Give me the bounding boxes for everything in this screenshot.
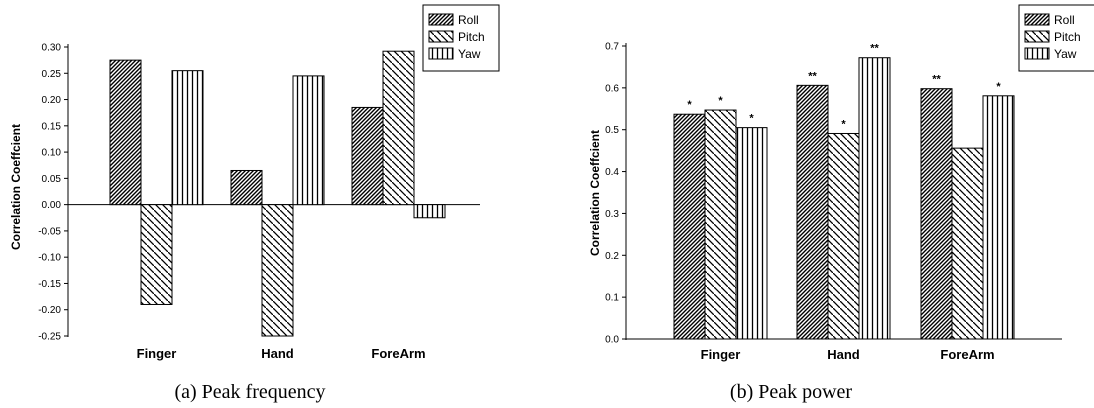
caption-peak-power: (b) Peak power: [730, 381, 853, 403]
category-label-hand: Hand: [827, 347, 860, 362]
y-tick-label: 0.15: [42, 121, 62, 132]
category-label-forearm: ForeArm: [371, 346, 425, 361]
y-axis-title: Correlation Coeffcient: [588, 130, 602, 256]
category-label-hand: Hand: [261, 346, 294, 361]
significance-label: *: [687, 99, 692, 111]
legend-swatch-pitch: [428, 30, 454, 43]
chart-peak-frequency: 0.30 0.25 0.20 0.15 0.10 0.05 0.00 -0.05 -0.10 -0…: [9, 4, 500, 361]
legend-swatch-yaw: [428, 47, 454, 60]
bar-pitch-forearm: [382, 50, 415, 206]
bar-roll-hand: [796, 84, 829, 340]
y-tick-label: 0.05: [42, 174, 62, 185]
legend-label-pitch: Pitch: [458, 30, 485, 44]
category-label-forearm: ForeArm: [940, 347, 994, 362]
legend-swatch-roll: [428, 13, 454, 26]
bar-pitch-hand: [827, 132, 860, 340]
y-tick-label: 0.1: [605, 293, 619, 304]
caption-peak-frequency: (a) Peak frequency: [174, 381, 325, 403]
bar-roll-hand: [230, 169, 263, 206]
legend-swatch-roll: [1024, 13, 1050, 26]
y-tick-label: -0.15: [38, 279, 61, 290]
bar-yaw-finger: [735, 127, 768, 340]
significance-label: *: [841, 118, 846, 130]
bar-yaw-forearm: [982, 95, 1015, 340]
legend-swatch-pitch: [1024, 30, 1050, 43]
y-tick-label: 0.10: [42, 148, 62, 159]
legend-label-yaw: Yaw: [1054, 47, 1077, 61]
y-tick-label: 0.25: [42, 69, 62, 80]
y-tick-label: 0.6: [605, 83, 619, 94]
y-axis-title: Correlation Coeffcient: [9, 124, 23, 250]
bar-yaw-forearm: [413, 204, 446, 219]
significance-label: *: [996, 81, 1001, 93]
y-tick-label: -0.25: [38, 332, 61, 343]
significance-label: *: [749, 113, 754, 125]
legend-label-roll: Roll: [1054, 13, 1075, 27]
chart-peak-power: 0.00.10.20.30.40.50.60.7*** ********Finge…: [588, 4, 1094, 362]
category-label-finger: Finger: [137, 346, 177, 361]
bar-pitch-finger: [704, 109, 737, 340]
bar-roll-finger: [109, 59, 142, 206]
legend: Roll Pitch Yaw: [422, 4, 500, 72]
bar-roll-forearm: [920, 88, 953, 340]
y-tick-label: -0.20: [38, 305, 61, 316]
bar-pitch-hand: [261, 204, 294, 337]
y-tick-label: 0.00: [42, 200, 62, 211]
y-tick-label: 0.5: [605, 125, 619, 136]
y-tick-label: 0.3: [605, 209, 619, 220]
y-tick-label: 0.2: [605, 251, 619, 262]
legend-swatch-yaw: [1024, 47, 1050, 60]
y-tick-label: 0.7: [605, 42, 619, 53]
legend-label-pitch: Pitch: [1054, 30, 1081, 44]
y-tick-label: -0.10: [38, 253, 61, 264]
bar-pitch-forearm: [951, 147, 984, 340]
y-tick-label: 0.20: [42, 95, 62, 106]
bar-yaw-hand: [292, 75, 325, 206]
bar-roll-forearm: [351, 106, 384, 206]
legend-label-yaw: Yaw: [458, 47, 481, 61]
legend: Roll Pitch Yaw: [1018, 4, 1094, 72]
bar-roll-finger: [673, 113, 706, 340]
significance-label: *: [718, 95, 723, 107]
significance-label: **: [808, 70, 817, 82]
bar-yaw-hand: [858, 57, 891, 340]
category-label-finger: Finger: [701, 347, 741, 362]
bar-pitch-finger: [140, 204, 173, 305]
y-tick-label: 0.30: [42, 43, 62, 54]
y-tick-label: 0.0: [605, 335, 619, 346]
significance-label: **: [870, 43, 879, 55]
y-tick-label: 0.4: [605, 167, 619, 178]
legend-label-roll: Roll: [458, 13, 479, 27]
y-tick-label: -0.05: [38, 226, 61, 237]
bar-yaw-finger: [171, 70, 204, 206]
significance-label: **: [932, 74, 941, 86]
